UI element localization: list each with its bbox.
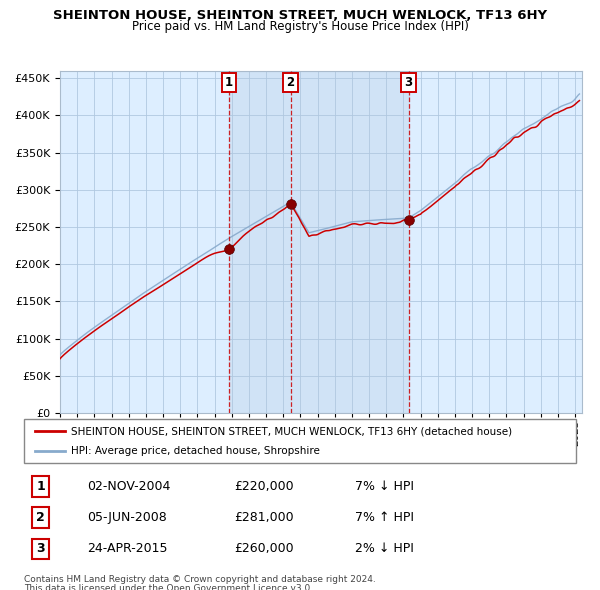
Text: SHEINTON HOUSE, SHEINTON STREET, MUCH WENLOCK, TF13 6HY (detached house): SHEINTON HOUSE, SHEINTON STREET, MUCH WE…	[71, 427, 512, 436]
Text: 7% ↑ HPI: 7% ↑ HPI	[355, 511, 414, 525]
Text: 7% ↓ HPI: 7% ↓ HPI	[355, 480, 414, 493]
Text: HPI: Average price, detached house, Shropshire: HPI: Average price, detached house, Shro…	[71, 446, 320, 455]
Text: £220,000: £220,000	[234, 480, 293, 493]
Text: 05-JUN-2008: 05-JUN-2008	[88, 511, 167, 525]
Text: 3: 3	[404, 76, 413, 89]
Text: 2% ↓ HPI: 2% ↓ HPI	[355, 542, 414, 555]
Text: 02-NOV-2004: 02-NOV-2004	[88, 480, 171, 493]
Text: 2: 2	[36, 511, 45, 525]
Text: 1: 1	[225, 76, 233, 89]
Text: Price paid vs. HM Land Registry's House Price Index (HPI): Price paid vs. HM Land Registry's House …	[131, 20, 469, 33]
Text: 2: 2	[287, 76, 295, 89]
Bar	[229, 71, 409, 413]
Text: Contains HM Land Registry data © Crown copyright and database right 2024.: Contains HM Land Registry data © Crown c…	[24, 575, 376, 584]
Text: 24-APR-2015: 24-APR-2015	[88, 542, 168, 555]
Text: SHEINTON HOUSE, SHEINTON STREET, MUCH WENLOCK, TF13 6HY: SHEINTON HOUSE, SHEINTON STREET, MUCH WE…	[53, 9, 547, 22]
Text: This data is licensed under the Open Government Licence v3.0.: This data is licensed under the Open Gov…	[24, 584, 313, 590]
Text: 3: 3	[36, 542, 45, 555]
Text: 1: 1	[36, 480, 45, 493]
Text: £260,000: £260,000	[234, 542, 293, 555]
Text: £281,000: £281,000	[234, 511, 293, 525]
FancyBboxPatch shape	[24, 419, 576, 463]
